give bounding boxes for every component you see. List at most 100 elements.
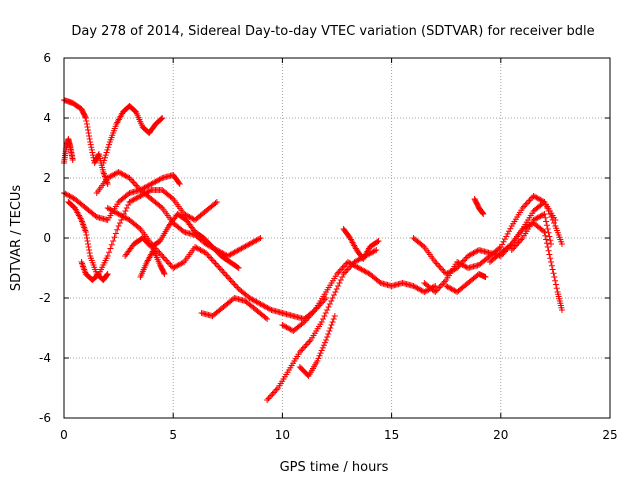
data-point bbox=[213, 199, 220, 205]
data-point bbox=[83, 235, 90, 241]
data-point bbox=[125, 202, 132, 208]
data-point bbox=[542, 214, 549, 221]
data-point bbox=[419, 242, 426, 249]
data-point bbox=[82, 229, 89, 235]
chart-title: Day 278 of 2014, Sidereal Day-to-day VTE… bbox=[71, 24, 594, 39]
x-tick-label: 25 bbox=[602, 428, 617, 442]
data-point bbox=[105, 144, 112, 151]
data-point bbox=[545, 247, 552, 254]
data-point bbox=[543, 218, 550, 225]
data-point bbox=[267, 306, 274, 313]
data-point bbox=[480, 211, 487, 217]
series-track-20 bbox=[486, 220, 565, 313]
data-point bbox=[543, 240, 550, 247]
data-point bbox=[85, 241, 92, 247]
data-point bbox=[320, 316, 327, 322]
data-point bbox=[505, 228, 512, 235]
y-tick-label: 2 bbox=[43, 171, 51, 185]
y-tick-label: -4 bbox=[39, 351, 51, 365]
data-point bbox=[110, 238, 117, 244]
series-track-19 bbox=[471, 196, 487, 217]
data-point bbox=[168, 194, 175, 201]
x-axis-label: GPS time / hours bbox=[280, 460, 389, 475]
series-track-21 bbox=[508, 211, 555, 253]
data-point bbox=[104, 271, 111, 278]
data-point bbox=[544, 244, 551, 250]
data-point bbox=[540, 198, 547, 205]
data-point bbox=[257, 235, 264, 241]
data-point bbox=[499, 241, 506, 248]
data-point bbox=[89, 152, 96, 159]
data-point bbox=[175, 179, 182, 186]
data-point bbox=[82, 115, 89, 121]
data-point bbox=[552, 281, 559, 288]
series-track-18 bbox=[443, 271, 489, 295]
data-point bbox=[332, 289, 339, 295]
data-point bbox=[102, 152, 109, 159]
data-point bbox=[316, 352, 323, 359]
data-point bbox=[86, 133, 93, 139]
x-tick-label: 0 bbox=[60, 428, 68, 442]
data-point bbox=[432, 283, 439, 289]
data-point bbox=[318, 319, 325, 325]
data-point bbox=[234, 264, 241, 271]
data-point bbox=[320, 342, 327, 349]
data-point bbox=[545, 229, 552, 236]
data-point bbox=[503, 233, 510, 240]
data-point bbox=[558, 307, 565, 313]
grid bbox=[64, 58, 610, 418]
y-tick-label: 0 bbox=[43, 231, 51, 245]
data-point bbox=[262, 314, 269, 321]
data-point bbox=[101, 154, 108, 161]
data-point bbox=[100, 160, 107, 166]
data-point bbox=[327, 325, 334, 331]
data-point bbox=[123, 205, 130, 211]
data-point bbox=[264, 316, 271, 322]
data-point bbox=[212, 200, 219, 207]
data-point bbox=[543, 222, 550, 229]
data-point bbox=[88, 144, 95, 151]
series-track-4 bbox=[65, 199, 111, 283]
data-point bbox=[331, 313, 338, 319]
data-point bbox=[496, 245, 503, 252]
data-point bbox=[548, 262, 555, 269]
data-point bbox=[542, 202, 549, 208]
y-tick-label: 4 bbox=[43, 111, 51, 125]
data-point bbox=[256, 235, 263, 242]
data-point bbox=[541, 229, 548, 235]
data-point bbox=[325, 331, 332, 337]
data-point bbox=[88, 146, 95, 153]
data-point bbox=[548, 259, 555, 265]
data-point bbox=[321, 313, 328, 319]
data-point bbox=[89, 149, 96, 156]
data-point bbox=[546, 233, 553, 240]
x-tick-label: 5 bbox=[169, 428, 177, 442]
data-point bbox=[336, 280, 343, 286]
data-point bbox=[82, 113, 89, 120]
data-point bbox=[315, 355, 322, 362]
series-track-6 bbox=[100, 103, 166, 166]
data-point bbox=[103, 149, 110, 156]
data-point bbox=[548, 241, 555, 247]
data-point bbox=[85, 127, 92, 133]
data-point bbox=[158, 115, 165, 122]
x-tick-label: 10 bbox=[275, 428, 290, 442]
data-point bbox=[84, 238, 91, 244]
data-point bbox=[159, 115, 166, 121]
data-point bbox=[86, 250, 93, 256]
series-track-17 bbox=[421, 193, 565, 295]
data-point bbox=[104, 146, 111, 153]
data-point bbox=[108, 241, 115, 248]
data-point bbox=[85, 130, 92, 136]
y-axis-label: SDTVAR / TECUs bbox=[9, 185, 24, 292]
data-point bbox=[551, 274, 558, 280]
data-point bbox=[104, 271, 111, 277]
data-point bbox=[136, 224, 143, 231]
data-point bbox=[546, 251, 553, 258]
data-point bbox=[550, 270, 557, 277]
data-point bbox=[114, 226, 121, 233]
data-point bbox=[501, 236, 508, 243]
data-point bbox=[500, 238, 507, 245]
series-track-9 bbox=[122, 211, 242, 271]
data-point bbox=[122, 208, 129, 214]
